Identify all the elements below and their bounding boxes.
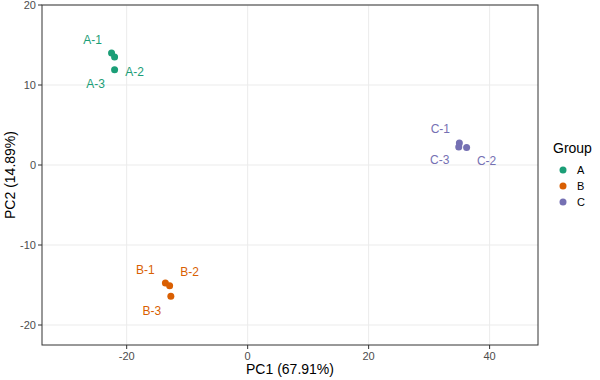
tick-mark [247,345,248,349]
legend-label: C [577,196,585,208]
legend-title: Group [553,140,592,156]
tick-mark [368,345,369,349]
legend-key [560,167,567,174]
tick-mark [38,85,42,86]
tick-label: -20 [20,319,36,331]
point-label: A-3 [86,77,105,91]
point-label: A-2 [125,65,144,79]
plot-background [42,5,538,345]
grid-line [368,5,369,345]
grid-line [42,325,538,326]
tick-mark [38,325,42,326]
point-label: B-3 [142,304,161,318]
legend-key [560,199,567,206]
tick-label: -10 [20,239,36,251]
point-label: C-3 [430,153,450,167]
legend-key [560,183,567,190]
point [166,282,173,289]
grid-line [42,85,538,86]
plot-frame [42,5,538,345]
tick-label: 10 [24,79,36,91]
point-label: B-2 [180,265,199,279]
tick-label: 20 [24,0,36,11]
tick-mark [489,345,490,349]
x-axis-title: PC1 (67.91%) [246,361,334,377]
tick-mark [38,165,42,166]
tick-label: 40 [483,350,495,362]
grid-line [247,5,248,345]
point [167,293,174,300]
grid-line [42,165,538,166]
legend-label: B [577,180,584,192]
points [108,50,470,300]
point [455,144,462,151]
point-label: A-1 [83,33,102,47]
point [463,144,470,151]
point-label: B-1 [136,263,155,277]
y-axis-title: PC2 (14.89%) [2,131,18,219]
point-label: C-1 [431,122,451,136]
legend-label: A [577,164,585,176]
tick-mark [38,245,42,246]
grid-line [126,5,127,345]
grid-line [489,5,490,345]
tick-label: 20 [363,350,375,362]
tick-mark [126,345,127,349]
tick-label: 0 [30,159,36,171]
tick-mark [38,5,42,6]
grid-line [42,245,538,246]
point [111,66,118,73]
tick-label: -20 [119,350,135,362]
point [111,54,118,61]
point-label: C-2 [477,154,497,168]
